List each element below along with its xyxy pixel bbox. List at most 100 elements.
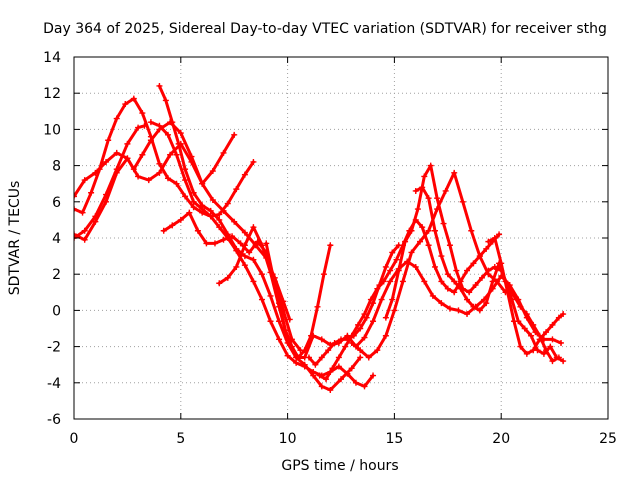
y-tick-label: -2 xyxy=(47,340,61,356)
series-track-4 xyxy=(74,122,148,241)
data-point-marker xyxy=(517,303,524,310)
series-track-11 xyxy=(348,169,509,361)
data-point-marker xyxy=(408,227,415,234)
data-point-marker xyxy=(434,195,441,202)
data-point-marker xyxy=(425,242,432,249)
series-track-3 xyxy=(74,131,238,243)
data-point-marker xyxy=(425,227,432,234)
data-point-marker xyxy=(164,131,171,138)
series-line xyxy=(74,97,255,218)
y-tick-label: -6 xyxy=(47,412,61,428)
data-point-marker xyxy=(478,274,485,281)
data-point-marker xyxy=(489,278,496,285)
data-point-marker xyxy=(543,329,550,336)
data-point-marker xyxy=(472,282,479,289)
data-point-marker xyxy=(476,307,483,314)
data-point-marker xyxy=(335,363,342,370)
data-point-marker xyxy=(194,227,201,234)
data-point-marker xyxy=(282,327,289,334)
x-tick-label: 25 xyxy=(599,431,617,447)
data-point-marker xyxy=(483,300,490,307)
data-point-marker xyxy=(308,332,315,339)
data-point-marker xyxy=(387,278,394,285)
data-point-marker xyxy=(162,97,169,104)
y-tick-label: 14 xyxy=(43,50,61,66)
data-point-marker xyxy=(408,249,415,256)
x-tick-label: 0 xyxy=(70,431,79,447)
data-point-marker xyxy=(177,130,184,137)
data-point-marker xyxy=(88,189,95,196)
data-point-marker xyxy=(363,314,370,321)
data-point-marker xyxy=(207,213,214,220)
data-point-marker xyxy=(504,289,511,296)
data-point-marker xyxy=(451,289,458,296)
data-point-marker xyxy=(96,166,103,173)
data-point-marker xyxy=(530,321,537,328)
data-point-marker xyxy=(427,162,434,169)
data-point-marker xyxy=(318,354,325,361)
data-point-marker xyxy=(258,296,265,303)
data-point-marker xyxy=(103,191,110,198)
data-point-marker xyxy=(113,166,120,173)
data-point-marker xyxy=(182,166,189,173)
data-point-marker xyxy=(211,240,218,247)
data-point-marker xyxy=(312,361,319,368)
tick-layer: 0 5 10 15 20 25 -6 -4 -2 0 2 4 6 8 10 12 14 xyxy=(43,50,617,447)
data-point-marker xyxy=(438,278,445,285)
data-point-marker xyxy=(555,314,562,321)
series-line xyxy=(74,133,236,242)
data-point-marker xyxy=(382,263,389,270)
series-track-6 xyxy=(156,82,364,394)
data-point-marker xyxy=(267,292,274,299)
data-point-marker xyxy=(233,186,240,193)
data-point-marker xyxy=(220,236,227,243)
data-point-marker xyxy=(344,336,351,343)
data-point-marker xyxy=(382,314,389,321)
data-point-marker xyxy=(491,235,498,241)
data-point-marker xyxy=(342,343,349,350)
data-point-marker xyxy=(496,231,503,238)
data-point-marker xyxy=(105,137,112,144)
data-point-marker xyxy=(361,334,368,341)
data-point-marker xyxy=(147,133,154,140)
data-point-marker xyxy=(438,253,445,260)
data-point-marker xyxy=(269,271,276,278)
data-point-marker xyxy=(79,209,86,216)
data-point-marker xyxy=(203,240,210,247)
y-tick-label: 4 xyxy=(52,231,61,247)
series-track-9 xyxy=(263,240,334,361)
data-point-marker xyxy=(549,321,556,328)
data-point-marker xyxy=(74,206,77,213)
data-point-marker xyxy=(455,307,462,314)
y-tick-label: 0 xyxy=(52,303,61,319)
data-point-marker xyxy=(464,267,471,274)
data-point-marker xyxy=(464,311,471,318)
data-point-marker xyxy=(224,274,231,281)
data-point-marker xyxy=(160,227,167,234)
data-point-marker xyxy=(122,101,129,108)
data-point-marker xyxy=(188,158,195,165)
data-point-marker xyxy=(241,171,248,178)
data-point-marker xyxy=(335,354,342,361)
data-point-marker xyxy=(224,200,231,207)
data-point-marker xyxy=(156,160,163,167)
data-point-marker xyxy=(216,216,223,223)
data-point-marker xyxy=(263,240,270,247)
data-point-marker xyxy=(276,336,283,343)
data-point-marker xyxy=(370,318,377,325)
data-point-marker xyxy=(318,383,325,390)
data-point-marker xyxy=(186,209,193,216)
data-point-marker xyxy=(425,195,432,202)
data-point-marker xyxy=(421,173,428,180)
data-point-marker xyxy=(446,242,453,249)
data-point-marker xyxy=(295,354,302,361)
series-line xyxy=(318,218,501,381)
data-point-marker xyxy=(250,278,257,285)
data-point-marker xyxy=(560,311,567,318)
data-point-marker xyxy=(468,227,475,234)
data-point-marker xyxy=(167,151,174,158)
data-point-marker xyxy=(444,285,451,292)
data-point-marker xyxy=(314,303,321,310)
data-point-marker xyxy=(485,238,492,245)
data-point-marker xyxy=(350,332,357,339)
